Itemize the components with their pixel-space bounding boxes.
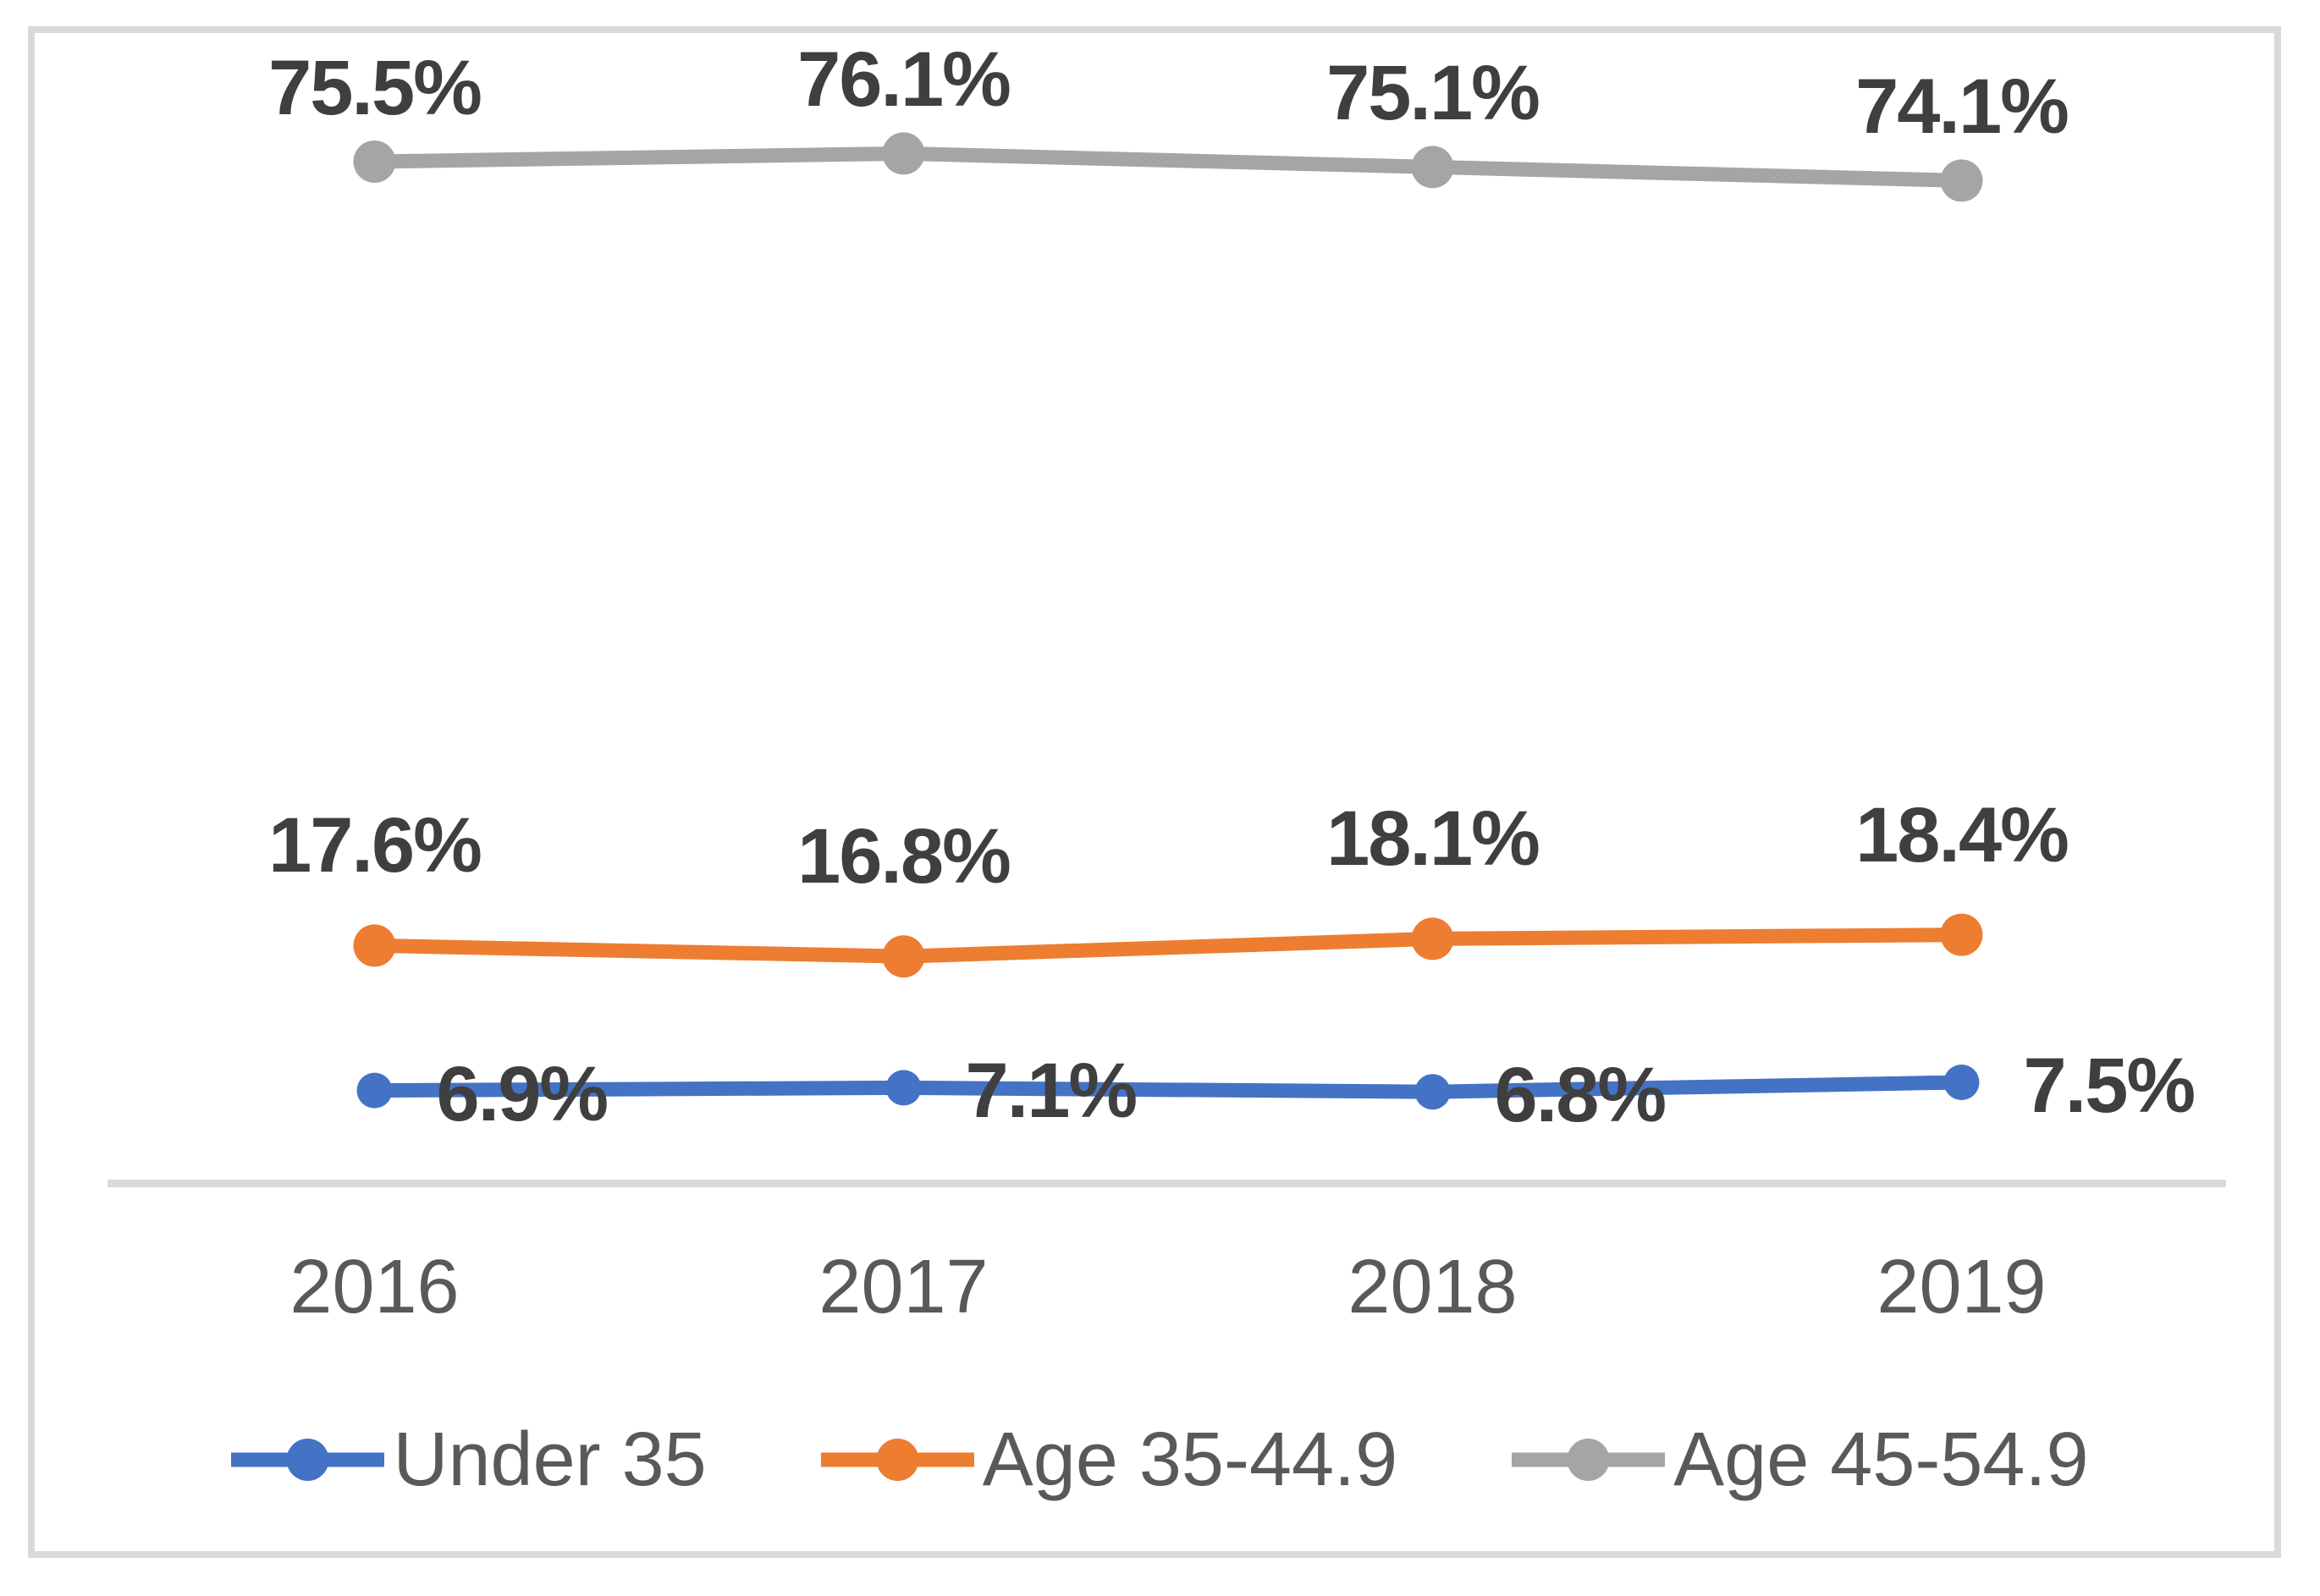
x-axis-line <box>107 1180 2226 1187</box>
data-label-age-35-44-9-2018: 18.1% <box>1326 795 1540 883</box>
data-label-under-35-2018: 6.8% <box>1494 1052 1667 1139</box>
marker-age-45-54-9-2016 <box>353 140 396 183</box>
marker-age-35-44-9-2018 <box>1411 917 1454 960</box>
x-axis-label-2016: 2016 <box>289 1245 460 1329</box>
data-label-under-35-2016: 6.9% <box>436 1050 609 1137</box>
data-label-age-45-54-9-2017: 76.1% <box>797 36 1011 124</box>
marker-under-35-2019 <box>1943 1065 1980 1100</box>
data-label-age-45-54-9-2018: 75.1% <box>1326 50 1540 137</box>
legend-item-under-35: Under 35 <box>231 1417 707 1502</box>
data-label-under-35-2019: 7.5% <box>2023 1043 2196 1129</box>
series-line-age-35-44-9 <box>374 927 1962 964</box>
legend-swatch-under-35-icon <box>231 1439 385 1481</box>
data-label-under-35-2017: 7.1% <box>965 1048 1138 1135</box>
chart-border <box>28 26 2281 1558</box>
legend-item-age-35-44-9: Age 35-44.9 <box>820 1417 1398 1502</box>
x-axis-label-2019: 2019 <box>1876 1245 2047 1329</box>
marker-age-35-44-9-2017 <box>882 935 925 978</box>
legend-label-age-45-54-9: Age 45-54.9 <box>1673 1417 2089 1502</box>
data-label-age-45-54-9-2016: 75.5% <box>268 45 482 131</box>
x-axis-label-2018: 2018 <box>1347 1245 1518 1329</box>
marker-age-35-44-9-2016 <box>353 924 396 967</box>
series-line-age-45-54-9 <box>374 146 1962 188</box>
marker-age-35-44-9-2019 <box>1940 913 1983 956</box>
marker-age-45-54-9-2019 <box>1940 159 1983 202</box>
legend-label-under-35: Under 35 <box>393 1417 707 1502</box>
data-label-age-35-44-9-2017: 16.8% <box>797 813 1011 900</box>
legend-swatch-age-35-44-9-icon <box>820 1439 974 1481</box>
data-label-age-45-54-9-2019: 74.1% <box>1855 63 2069 151</box>
x-axis-label-2017: 2017 <box>818 1245 989 1329</box>
legend-item-age-45-54-9: Age 45-54.9 <box>1512 1417 2089 1502</box>
data-label-age-35-44-9-2019: 18.4% <box>1855 791 2069 878</box>
chart-legend: Under 35 Age 35-44.9 Age 45-54.9 <box>0 1405 2320 1515</box>
marker-age-45-54-9-2017 <box>882 132 925 175</box>
series-age-45-54-9 <box>353 132 1983 202</box>
marker-under-35-2017 <box>885 1070 922 1106</box>
legend-label-age-35-44-9: Age 35-44.9 <box>982 1417 1398 1502</box>
marker-under-35-2016 <box>356 1072 393 1109</box>
series-line-under-35 <box>374 1075 1962 1099</box>
marker-under-35-2018 <box>1414 1074 1451 1110</box>
series-age-35-44-9 <box>353 913 1983 978</box>
marker-age-45-54-9-2018 <box>1411 146 1454 189</box>
legend-swatch-age-45-54-9-icon <box>1512 1439 1666 1481</box>
data-label-age-35-44-9-2016: 17.6% <box>268 802 482 889</box>
series-under-35 <box>356 1065 1980 1110</box>
